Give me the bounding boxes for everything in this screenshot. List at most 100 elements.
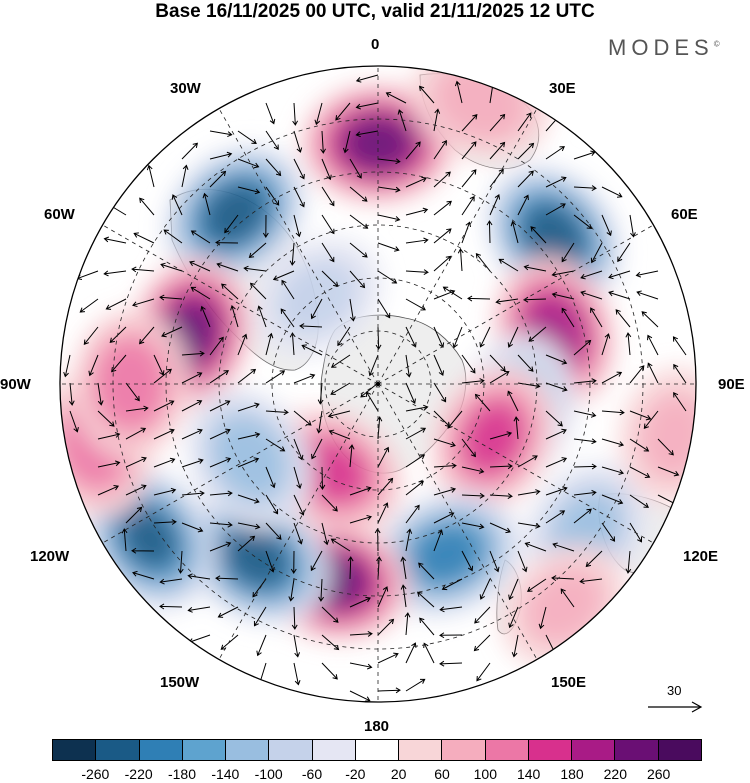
latitude-circle	[218, 224, 538, 544]
wind-arrow	[601, 186, 623, 198]
wind-arrow	[377, 298, 391, 319]
wind-arrow	[181, 399, 203, 412]
wind-arrow	[289, 242, 296, 266]
wind-arrow	[97, 484, 120, 496]
wind-arrow	[561, 307, 575, 328]
wind-arrow	[349, 186, 368, 202]
wind-arrow	[125, 427, 147, 440]
wind-arrow	[545, 354, 568, 365]
wind-arrow	[551, 575, 575, 582]
wind-arrow	[647, 362, 659, 384]
wind-arrow	[405, 176, 427, 188]
wind-arrow	[461, 522, 485, 530]
wind-arrow	[517, 112, 532, 132]
wind-arrow	[377, 186, 401, 193]
colorbar-swatch	[139, 740, 183, 760]
map-border	[59, 65, 697, 703]
wind-arrow	[461, 378, 485, 384]
wind-arrow	[355, 74, 379, 83]
meridian-line	[377, 383, 538, 660]
wind-arrow	[517, 170, 534, 188]
colorbar-swatch	[96, 740, 140, 760]
wind-arrow	[647, 334, 659, 356]
wind-arrow	[200, 305, 211, 328]
wind-arrow	[330, 382, 351, 395]
wind-arrow	[335, 102, 351, 121]
wind-arrow	[454, 80, 463, 104]
wind-arrow	[181, 428, 203, 440]
wind-arrow	[405, 298, 426, 311]
wind-arrow	[461, 221, 472, 244]
wind-arrow	[209, 400, 231, 412]
wind-arrow	[293, 466, 302, 490]
wind-arrow	[461, 438, 476, 458]
wind-arrow	[265, 332, 274, 356]
wind-arrow	[265, 370, 286, 384]
latitude-circle	[324, 330, 432, 438]
wind-arrow	[160, 262, 183, 272]
wind-arrow	[433, 487, 457, 496]
wind-arrow	[237, 158, 260, 169]
wind-arrow	[561, 242, 575, 263]
wind-arrow	[83, 326, 99, 345]
wind-arrow	[545, 410, 563, 427]
wind-arrow	[63, 354, 71, 378]
wind-arrow	[545, 428, 567, 440]
wind-arrow	[489, 431, 513, 440]
wind-arrow	[272, 270, 295, 281]
wind-arrow	[125, 382, 140, 402]
reference-vector-label: 30	[667, 683, 682, 698]
wind-arrow	[526, 578, 547, 592]
wind-arrow	[253, 606, 267, 627]
wind-arrow	[475, 252, 491, 272]
colorbar-swatch	[615, 740, 659, 760]
wind-arrow	[545, 510, 566, 524]
wind-arrow	[405, 269, 429, 276]
wind-arrow	[321, 634, 340, 651]
wind-arrow	[524, 541, 547, 552]
wind-arrow	[635, 270, 659, 278]
wind-arrow	[416, 591, 435, 608]
wind-arrow	[103, 236, 127, 244]
wind-arrow	[617, 242, 631, 263]
wind-arrow	[433, 108, 441, 132]
meridian-line	[218, 383, 379, 660]
wind-arrow	[579, 578, 603, 585]
wind-arrow	[133, 232, 155, 244]
wind-arrow	[265, 130, 279, 151]
wind-arrow	[293, 373, 316, 384]
wind-arrow	[68, 382, 75, 406]
wind-arrow	[293, 158, 305, 180]
wind-arrow	[511, 634, 519, 658]
wind-arrow	[433, 438, 456, 448]
wind-arrow	[508, 606, 519, 629]
wind-arrow	[105, 298, 127, 310]
wind-arrow	[280, 308, 295, 328]
wind-arrow	[349, 270, 366, 289]
wind-arrow	[310, 550, 323, 572]
lon-label-30w: 30W	[170, 80, 201, 97]
wind-arrow	[337, 326, 351, 347]
wind-arrow	[601, 214, 612, 237]
wind-arrow	[552, 542, 575, 552]
wind-arrow	[479, 326, 491, 348]
colorbar-swatch	[572, 740, 616, 760]
wind-arrow	[319, 466, 326, 490]
wind-arrow	[433, 512, 455, 524]
wind-arrow	[486, 220, 493, 244]
wind-arrow	[400, 556, 407, 580]
wind-arrow	[349, 242, 368, 258]
wind-arrow	[237, 368, 257, 384]
wind-arrow	[377, 446, 390, 468]
wind-arrow	[517, 142, 535, 160]
wind-arrow	[125, 506, 143, 524]
wind-arrow	[418, 562, 435, 580]
meridian-line	[102, 383, 379, 544]
wind-arrow	[474, 393, 491, 412]
wind-arrow	[109, 326, 127, 344]
wind-arrow	[433, 171, 451, 188]
wind-arrow	[439, 660, 463, 667]
wind-vectors	[63, 74, 687, 702]
wind-arrow	[573, 463, 597, 470]
wind-arrow	[573, 214, 593, 230]
